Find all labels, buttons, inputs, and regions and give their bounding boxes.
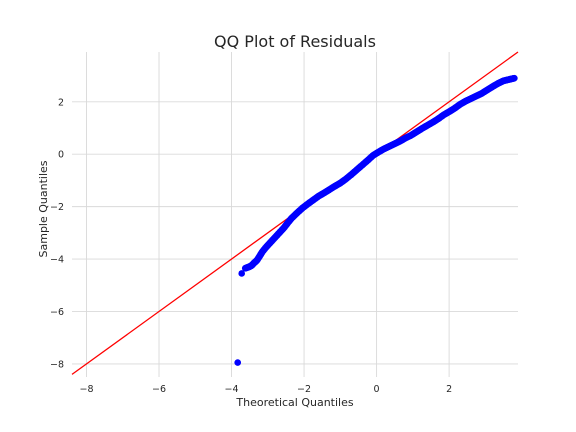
y-tick-labels: −8 −6 −4 −2 0 2 bbox=[50, 97, 64, 370]
x-tick-label: −8 bbox=[79, 384, 93, 395]
x-tick-label: −6 bbox=[152, 384, 166, 395]
gridlines bbox=[72, 52, 518, 377]
x-tick-label: 0 bbox=[374, 384, 380, 395]
data-points bbox=[234, 74, 518, 366]
data-point bbox=[238, 270, 245, 277]
y-axis-label: Sample Quantiles bbox=[37, 160, 50, 257]
chart-title: QQ Plot of Residuals bbox=[214, 32, 376, 51]
y-tick-label: −4 bbox=[50, 255, 64, 266]
y-tick-label: −8 bbox=[50, 359, 64, 370]
data-point bbox=[234, 359, 242, 366]
x-axis-label: Theoretical Quantiles bbox=[235, 396, 353, 409]
data-point bbox=[511, 74, 518, 82]
x-tick-label: −2 bbox=[297, 384, 311, 395]
x-tick-label: 2 bbox=[446, 384, 452, 395]
y-tick-label: −2 bbox=[50, 202, 64, 213]
x-tick-labels: −8 −6 −4 −2 0 2 bbox=[79, 384, 452, 395]
y-tick-label: 0 bbox=[58, 150, 64, 161]
y-tick-label: 2 bbox=[58, 97, 64, 108]
x-tick-label: −4 bbox=[225, 384, 239, 395]
y-tick-label: −6 bbox=[50, 307, 64, 318]
